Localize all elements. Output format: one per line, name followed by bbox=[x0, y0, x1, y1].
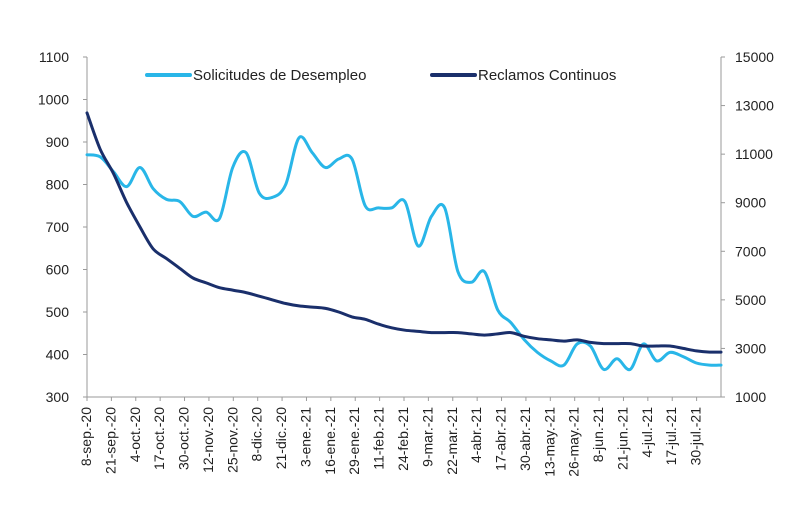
x-tick-label: 26-may.-21 bbox=[566, 407, 582, 477]
x-tick-label: 12-nov.-20 bbox=[200, 407, 216, 473]
x-tick-label: 29-ene.-21 bbox=[346, 407, 362, 475]
left-tick-label: 300 bbox=[46, 389, 70, 405]
left-tick-label: 500 bbox=[46, 304, 70, 320]
right-tick-label: 9000 bbox=[735, 195, 766, 211]
x-tick-label: 13-may.-21 bbox=[541, 407, 557, 477]
series-line-solicitudes bbox=[85, 135, 723, 372]
x-tick-label: 22-mar.-21 bbox=[444, 407, 460, 475]
x-tick-label: 16-ene.-21 bbox=[322, 407, 338, 475]
right-tick-label: 13000 bbox=[735, 98, 774, 114]
left-tick-label: 900 bbox=[46, 134, 70, 150]
x-tick-label: 11-feb.-21 bbox=[371, 407, 387, 470]
x-tick-label: 21-jun.-21 bbox=[614, 407, 630, 470]
x-tick-label: 21-sep.-20 bbox=[102, 407, 118, 474]
left-tick-label: 1100 bbox=[39, 49, 69, 65]
right-axis: 1000 3000 5000 7000 9000 11000 13000 15000 bbox=[720, 49, 774, 405]
x-tick-label: 30-oct.-20 bbox=[176, 407, 192, 470]
x-tick-label: 17-abr.-21 bbox=[493, 407, 509, 471]
left-tick-label: 600 bbox=[46, 262, 70, 278]
x-tick-label: 8-dic.-20 bbox=[249, 407, 265, 462]
legend: Solicitudes de Desempleo Reclamos Contin… bbox=[145, 67, 616, 84]
left-tick-label: 800 bbox=[46, 177, 70, 193]
right-tick-label: 15000 bbox=[735, 49, 774, 65]
right-tick-label: 5000 bbox=[735, 292, 766, 308]
legend-label-solicitudes: Solicitudes de Desempleo bbox=[193, 67, 366, 84]
left-tick-label: 700 bbox=[46, 219, 70, 235]
x-tick-label: 17-jul.-21 bbox=[663, 407, 679, 466]
x-tick-label: 30-abr.-21 bbox=[517, 407, 533, 471]
x-tick-label: 4-jul.-21 bbox=[639, 407, 655, 458]
x-tick-label: 9-mar.-21 bbox=[419, 407, 435, 467]
x-tick-label: 21-dic.-20 bbox=[273, 407, 289, 469]
left-tick-label: 400 bbox=[46, 347, 70, 363]
legend-label-reclamos: Reclamos Continuos bbox=[478, 67, 616, 84]
x-tick-label: 24-feb.-21 bbox=[395, 407, 411, 471]
right-tick-label: 3000 bbox=[735, 340, 766, 356]
x-tick-label: 25-nov.-20 bbox=[224, 407, 240, 473]
x-tick-label: 8-sep.-20 bbox=[78, 407, 94, 466]
right-tick-label: 11000 bbox=[735, 146, 773, 162]
x-tick-label: 4-oct.-20 bbox=[127, 407, 143, 462]
x-axis: 8-sep.-20 21-sep.-20 4-oct.-20 17-oct.-20 30… bbox=[78, 396, 721, 477]
series-line-reclamos bbox=[85, 111, 723, 354]
x-tick-label: 30-jul.-21 bbox=[688, 407, 704, 466]
left-axis: 300 400 500 600 700 800 900 1000 1100 bbox=[38, 49, 88, 405]
x-tick-label: 17-oct.-20 bbox=[151, 407, 167, 470]
right-tick-label: 7000 bbox=[735, 243, 766, 259]
x-tick-label: 3-ene.-21 bbox=[297, 407, 313, 467]
plot-lines bbox=[85, 111, 723, 372]
x-tick-label: 8-jun.-21 bbox=[590, 407, 606, 462]
left-tick-label: 1000 bbox=[38, 92, 69, 108]
x-tick-label: 4-abr.-21 bbox=[468, 407, 484, 463]
right-tick-label: 1000 bbox=[735, 389, 766, 405]
